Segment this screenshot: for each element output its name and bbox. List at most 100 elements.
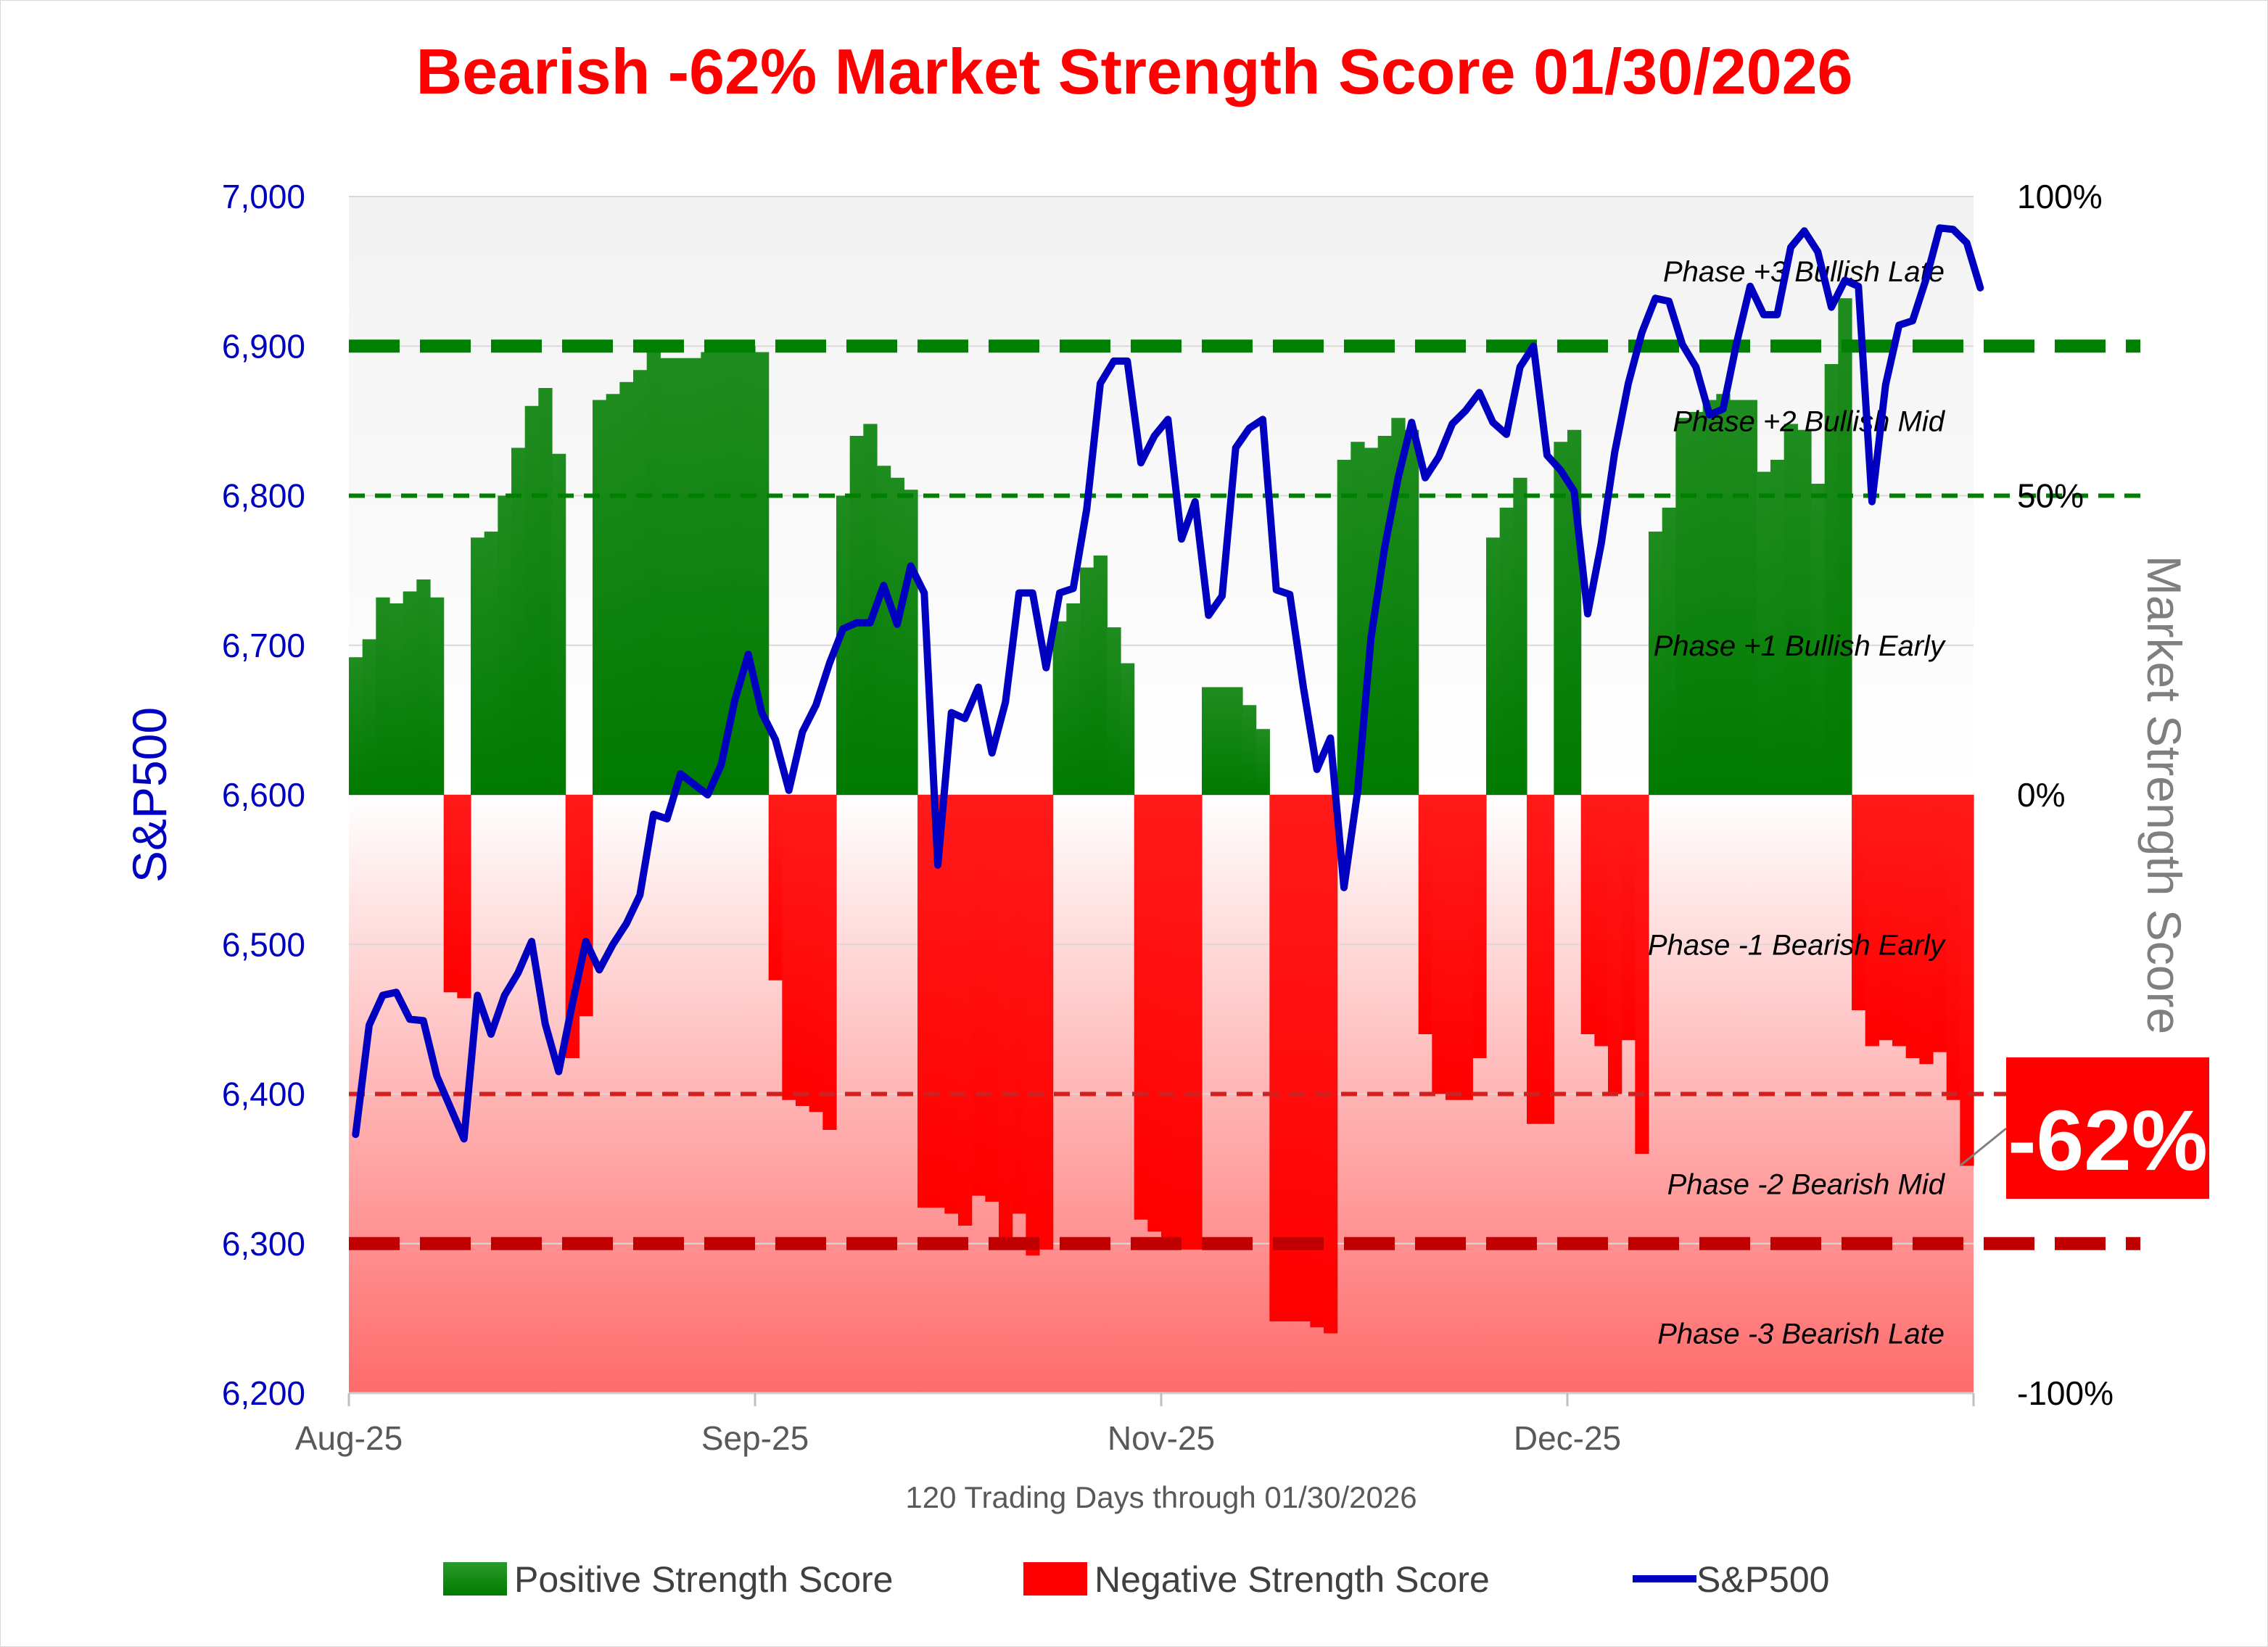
bar-positive <box>376 597 390 795</box>
left-axis-tick-label: 6,800 <box>222 477 305 515</box>
bar-positive <box>1080 567 1094 795</box>
bar-positive <box>1824 364 1839 795</box>
bar-negative <box>1012 795 1026 1214</box>
legend-swatch-negative <box>1023 1562 1087 1596</box>
bar-positive <box>606 394 620 795</box>
bar-positive <box>1093 556 1108 795</box>
left-axis-tick-label: 7,000 <box>222 178 305 215</box>
bar-positive <box>1066 603 1081 795</box>
bar-negative <box>1865 795 1879 1047</box>
bar-negative <box>1919 795 1934 1065</box>
phase-label: Phase +1 Bullish Early <box>1654 630 1947 662</box>
bar-negative <box>1472 795 1487 1058</box>
right-axis-title: Market Strength Score <box>2137 556 2191 1034</box>
bar-negative <box>1296 795 1311 1321</box>
bar-positive <box>471 537 485 795</box>
bar-positive <box>849 436 864 795</box>
bar-negative <box>1960 795 1974 1166</box>
bar-positive <box>538 388 553 795</box>
left-axis-tick-label: 6,600 <box>222 776 305 814</box>
bar-positive <box>1689 412 1704 795</box>
bar-negative <box>1594 795 1609 1047</box>
right-axis-tick-label: 50% <box>2017 477 2084 515</box>
bar-positive <box>904 490 918 795</box>
sp500-line <box>352 224 1984 1143</box>
bar-positive <box>1797 429 1812 795</box>
bar-positive <box>1662 508 1676 795</box>
bar-positive <box>890 477 904 795</box>
bar-negative <box>768 795 783 981</box>
bar-positive <box>362 639 376 795</box>
bar-negative <box>1310 795 1324 1328</box>
bar-negative <box>1540 795 1554 1124</box>
bar-negative <box>971 795 986 1196</box>
bar-negative <box>443 795 458 993</box>
legend-swatch-positive <box>443 1562 507 1596</box>
left-axis-tick-label: 6,900 <box>222 327 305 365</box>
bar-positive <box>633 370 648 795</box>
callout-leader-line <box>1959 1127 2007 1167</box>
bar-positive <box>1838 298 1852 795</box>
bar-negative <box>1174 795 1189 1250</box>
bar-positive <box>1121 663 1135 795</box>
bar-positive <box>1229 687 1243 795</box>
bar-positive <box>1202 687 1216 795</box>
right-axis-tick-label: 100% <box>2017 178 2103 215</box>
chart-title: Bearish -62% Market Strength Score 01/30… <box>416 36 1853 107</box>
bar-positive <box>660 358 675 795</box>
bar-positive <box>646 346 661 795</box>
bar-negative <box>1527 795 1541 1124</box>
bar-negative <box>1134 795 1148 1220</box>
bar-negative <box>1432 795 1446 1094</box>
bar-positive <box>1513 477 1527 795</box>
bar-positive <box>1107 627 1121 795</box>
bar-positive <box>1405 429 1419 795</box>
bar-negative <box>917 795 932 1208</box>
bar-negative <box>1418 795 1432 1034</box>
bar-negative <box>822 795 837 1130</box>
bar-positive <box>1486 537 1501 795</box>
legend-label-sp500: S&P500 <box>1696 1559 1829 1600</box>
bar-positive <box>552 453 566 795</box>
bar-positive <box>674 358 688 795</box>
bar-positive <box>498 495 512 795</box>
bar-negative <box>931 795 945 1208</box>
phase-label: Phase +3 Bullish Late <box>1663 256 1945 288</box>
bar-positive <box>484 532 498 795</box>
bar-positive <box>1716 394 1731 795</box>
bar-positive <box>389 603 404 795</box>
bar-positive <box>593 400 607 795</box>
bar-negative <box>1026 795 1040 1256</box>
bar-positive <box>349 657 363 795</box>
bar-negative <box>1852 795 1866 1010</box>
bar-negative <box>796 795 810 1106</box>
bar-positive <box>403 591 417 795</box>
x-tick-label: Dec-25 <box>1514 1419 1621 1457</box>
bar-positive <box>416 579 431 795</box>
bar-positive <box>863 424 878 795</box>
phase-reference-lines <box>349 339 2140 1250</box>
bar-negative <box>1459 795 1473 1100</box>
bar-negative <box>1905 795 1920 1058</box>
bar-negative <box>985 795 999 1202</box>
bar-negative <box>999 795 1013 1238</box>
left-axis-title: S&P500 <box>123 707 176 883</box>
bar-negative <box>1892 795 1907 1047</box>
bar-negative <box>1933 795 1947 1052</box>
left-axis-tick-label: 6,400 <box>222 1076 305 1113</box>
bar-positive <box>1649 532 1663 795</box>
phase-label: Phase -3 Bearish Late <box>1657 1318 1945 1350</box>
bar-negative <box>782 795 796 1100</box>
callout-box <box>2006 1057 2209 1199</box>
bar-negative <box>1161 795 1176 1238</box>
phase-label: Phase -1 Bearish Early <box>1648 929 1947 961</box>
bar-negative <box>1608 795 1622 1094</box>
bar-negative <box>1446 795 1460 1100</box>
bar-positive <box>511 447 526 795</box>
x-tick-label: Sep-25 <box>701 1419 809 1457</box>
bar-positive <box>1811 484 1826 795</box>
bar-negative <box>944 795 959 1214</box>
bar-positive <box>1052 621 1067 795</box>
